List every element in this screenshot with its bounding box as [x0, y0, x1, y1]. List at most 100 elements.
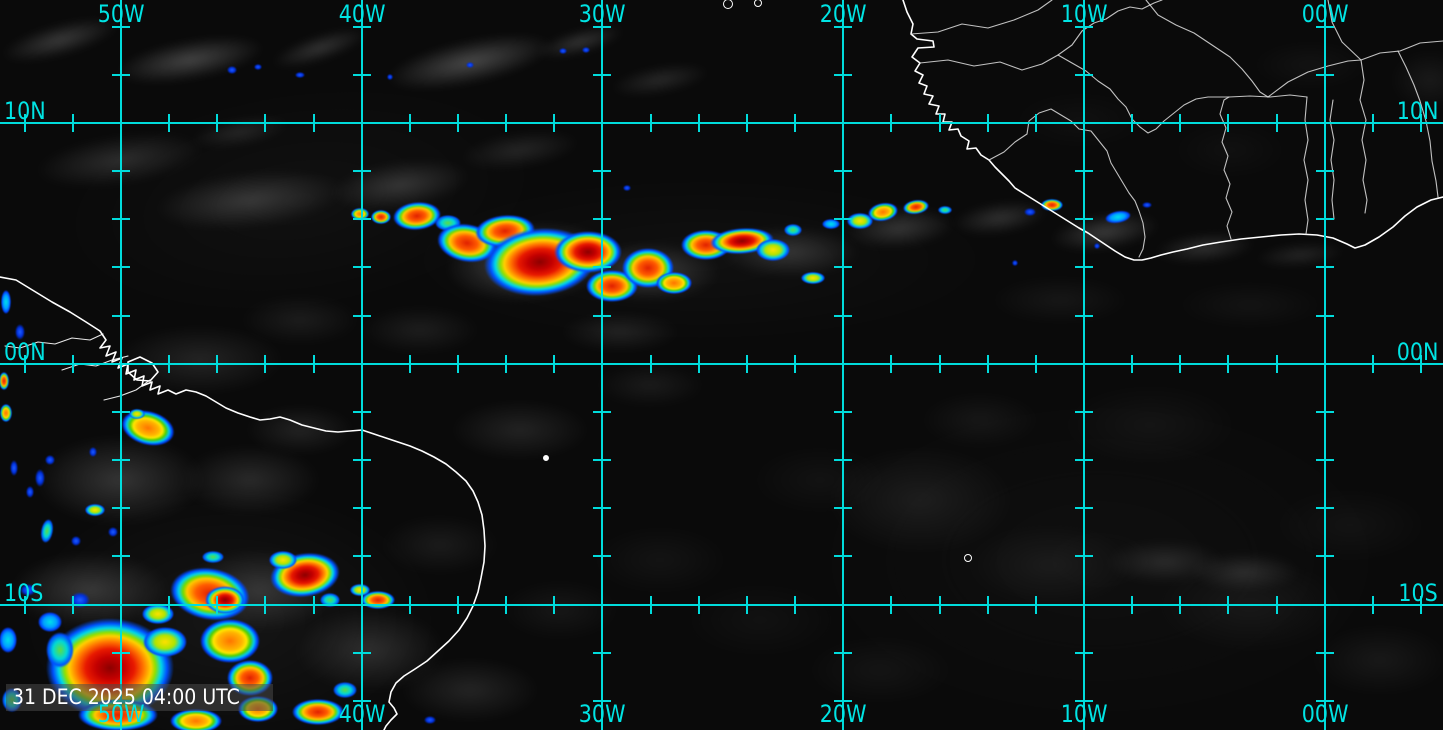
grid-tick	[890, 596, 893, 614]
grid-tick	[1131, 596, 1134, 614]
grid-tick	[1075, 651, 1093, 654]
grid-tick	[1179, 114, 1182, 132]
grid-tick	[112, 555, 130, 558]
grid-tick	[986, 114, 989, 132]
grid-tick	[553, 114, 556, 132]
grid-tick	[312, 355, 315, 373]
grid-tick	[1275, 114, 1278, 132]
grid-tick	[1420, 355, 1423, 373]
cloud-patch	[1105, 540, 1225, 584]
country-border	[1219, 96, 1233, 240]
longitude-line-40W	[361, 0, 363, 730]
grid-tick	[264, 114, 267, 132]
convection-cell	[320, 593, 340, 607]
grid-tick	[1316, 651, 1334, 654]
convection-cell	[85, 504, 105, 516]
convection-cell	[466, 62, 474, 68]
longitude-line-50W	[120, 0, 122, 730]
country-border	[1327, 0, 1362, 61]
grid-tick	[457, 355, 460, 373]
grid-tick	[353, 507, 371, 510]
convection-cell	[350, 584, 370, 596]
grid-tick	[649, 355, 652, 373]
latitude-line-10N	[0, 122, 1443, 124]
cloud-patch	[805, 635, 955, 705]
grid-tick	[408, 114, 411, 132]
country-border	[1397, 50, 1439, 198]
grid-tick	[1275, 355, 1278, 373]
grid-tick	[1034, 355, 1037, 373]
grid-tick	[353, 25, 371, 28]
grid-tick	[112, 651, 130, 654]
grid-tick	[1227, 114, 1230, 132]
grid-tick	[1034, 114, 1037, 132]
grid-tick	[697, 596, 700, 614]
grid-tick	[593, 699, 611, 702]
cloud-patch	[240, 295, 360, 345]
grid-tick	[216, 114, 219, 132]
grid-tick	[593, 314, 611, 317]
grid-tick	[353, 651, 371, 654]
convection-cell	[71, 536, 81, 546]
country-border	[1359, 59, 1368, 214]
grid-tick	[986, 596, 989, 614]
convection-cell	[784, 224, 802, 236]
convection-cell	[26, 486, 34, 498]
convection-cell	[1142, 202, 1152, 208]
grid-tick	[890, 114, 893, 132]
grid-tick	[112, 170, 130, 173]
grid-tick	[1316, 314, 1334, 317]
river-line	[4, 333, 104, 349]
convection-cell	[200, 619, 260, 663]
grid-tick	[1316, 73, 1334, 76]
grid-tick	[1316, 266, 1334, 269]
grid-tick	[1420, 596, 1423, 614]
grid-tick	[834, 314, 852, 317]
convection-cell	[371, 210, 391, 224]
grid-tick	[112, 218, 130, 221]
grid-tick	[1075, 314, 1093, 317]
grid-tick	[1420, 114, 1423, 132]
convection-cell	[387, 74, 393, 80]
grid-tick	[697, 114, 700, 132]
cloud-patch	[450, 400, 590, 460]
grid-tick	[312, 596, 315, 614]
convection-cell	[0, 404, 12, 422]
grid-tick	[593, 507, 611, 510]
timestamp-bar: 31 DEC 2025 04:00 UTC	[6, 684, 274, 711]
grid-tick	[593, 410, 611, 413]
convection-cell	[129, 409, 145, 419]
grid-tick	[353, 73, 371, 76]
cloud-patch	[560, 312, 680, 352]
convection-cell	[142, 604, 174, 624]
grid-tick	[834, 170, 852, 173]
grid-tick	[1075, 459, 1093, 462]
cloud-patch	[1175, 281, 1325, 329]
grid-tick	[986, 355, 989, 373]
cloud-patch	[825, 445, 1015, 555]
grid-tick	[1131, 114, 1134, 132]
grid-tick	[1075, 25, 1093, 28]
convection-cell	[756, 239, 790, 261]
grid-tick	[23, 355, 26, 373]
country-border	[919, 0, 1163, 71]
grid-tick	[264, 596, 267, 614]
grid-tick	[264, 355, 267, 373]
grid-tick	[112, 314, 130, 317]
convection-cell	[801, 272, 825, 284]
grid-tick	[505, 355, 508, 373]
grid-tick	[593, 459, 611, 462]
longitude-line-30W	[601, 0, 603, 730]
grid-tick	[593, 555, 611, 558]
convection-cell	[143, 627, 187, 657]
grid-tick	[1371, 596, 1374, 614]
grid-tick	[593, 218, 611, 221]
grid-tick	[593, 651, 611, 654]
grid-tick	[593, 25, 611, 28]
grid-tick	[1075, 73, 1093, 76]
cloud-patch	[500, 580, 620, 640]
grid-tick	[505, 114, 508, 132]
grid-tick	[553, 596, 556, 614]
convection-cell	[847, 213, 873, 229]
